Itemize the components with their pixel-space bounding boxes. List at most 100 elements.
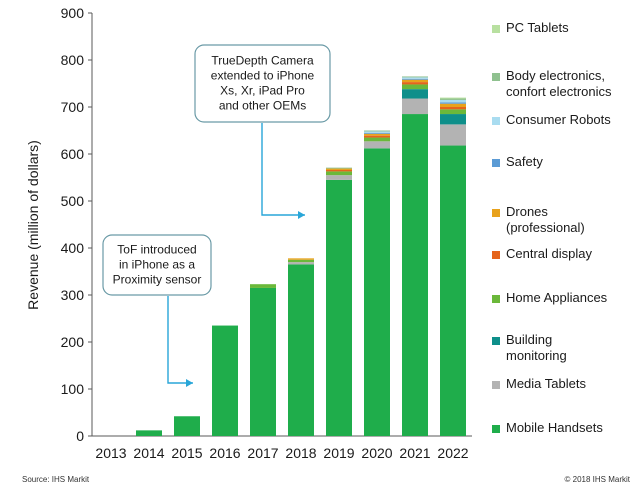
- legend-label: Drones (professional): [506, 204, 585, 235]
- legend-label: Mobile Handsets: [506, 420, 603, 435]
- legend-swatch: [492, 251, 500, 259]
- bar-segment-home-appliances-2020: [364, 137, 390, 142]
- x-tick-label: 2015: [171, 445, 202, 461]
- legend-item: Mobile Handsets: [492, 420, 603, 436]
- bar-segment-mobile-handsets-2019: [326, 179, 352, 436]
- source-note: Source: IHS Markit: [22, 475, 90, 484]
- legend-item: Drones (professional): [492, 204, 585, 236]
- x-tick-label: 2022: [437, 445, 468, 461]
- bar-segment-body-electronics-confort-electronics-2019: [326, 167, 352, 169]
- annotation-box: [102, 234, 212, 296]
- legend-item: PC Tablets: [492, 20, 569, 36]
- bar-segment-safety-2021: [402, 78, 428, 80]
- legend-swatch: [492, 209, 500, 217]
- y-axis-label: Revenue (million of dollars): [25, 140, 41, 310]
- legend-swatch: [492, 117, 500, 125]
- annotation-box: [194, 44, 331, 123]
- bar-segment-home-appliances-2019: [326, 171, 352, 176]
- y-tick-label: 0: [76, 428, 84, 444]
- bar-segment-drones-professional-2019: [326, 168, 352, 170]
- bar-segment-safety-2022: [440, 102, 466, 104]
- bar-segment-building-monitoring-2022: [440, 114, 466, 125]
- bar-segment-mobile-handsets-2015: [174, 416, 200, 436]
- x-tick-label: 2017: [247, 445, 278, 461]
- annotation-callout: TrueDepth Camera extended to iPhone Xs, Xr…: [194, 44, 331, 219]
- x-tick-label: 2019: [323, 445, 354, 461]
- bars: [136, 76, 466, 437]
- bar-segment-pc-tablets-2022: [440, 97, 466, 99]
- x-tick-label: 2021: [399, 445, 430, 461]
- bar-segment-body-electronics-confort-electronics-2021: [402, 76, 428, 78]
- annotations: TrueDepth Camera extended to iPhone Xs, Xr…: [102, 44, 331, 387]
- annotation-arrow-head: [298, 211, 305, 219]
- legend-item: Central display: [492, 246, 592, 262]
- bar-segment-building-monitoring-2021: [402, 89, 428, 99]
- y-tick-label: 300: [61, 287, 85, 303]
- legend-label: Media Tablets: [506, 376, 586, 391]
- legend-item: Media Tablets: [492, 376, 586, 392]
- y-tick-label: 100: [61, 381, 85, 397]
- y-tick-label: 600: [61, 146, 85, 162]
- annotation-callout: ToF introduced in iPhone as a Proximity se…: [102, 234, 212, 387]
- bar-segment-drones-professional-2022: [440, 103, 466, 107]
- legend-swatch: [492, 425, 500, 433]
- bar-segment-home-appliances-2018: [288, 259, 314, 263]
- bar-segment-mobile-handsets-2018: [288, 264, 314, 436]
- bar-segment-mobile-handsets-2020: [364, 148, 390, 437]
- bar-segment-consumer-robots-2020: [364, 131, 390, 133]
- bar-segment-safety-2020: [364, 132, 390, 134]
- bar-segment-media-tablets-2020: [364, 141, 390, 149]
- x-tick-label: 2016: [209, 445, 240, 461]
- copyright-note: © 2018 IHS Markit: [564, 475, 630, 484]
- y-tick-label: 900: [61, 5, 85, 21]
- legend-item: Safety: [492, 154, 543, 170]
- y-tick-label: 700: [61, 99, 85, 115]
- bar-segment-mobile-handsets-2017: [250, 287, 276, 436]
- bar-segment-home-appliances-2017: [250, 284, 276, 288]
- bar-segment-consumer-robots-2022: [440, 99, 466, 103]
- y-tick-label: 200: [61, 334, 85, 350]
- legend-label: Body electronics, confort electronics: [506, 68, 612, 99]
- bar-segment-central-display-2019: [326, 169, 352, 172]
- legend-swatch: [492, 381, 500, 389]
- y-tick-label: 800: [61, 52, 85, 68]
- bar-segment-mobile-handsets-2016: [212, 325, 238, 436]
- y-tick-label: 400: [61, 240, 85, 256]
- bar-segment-home-appliances-2022: [440, 109, 466, 115]
- bar-segment-body-electronics-confort-electronics-2022: [440, 98, 466, 100]
- annotation-arrow-line: [261, 123, 305, 216]
- bar-segment-drones-professional-2021: [402, 79, 428, 83]
- bar-segment-media-tablets-2018: [288, 262, 314, 265]
- legend-label: Home Appliances: [506, 290, 608, 305]
- bar-segment-home-appliances-2021: [402, 84, 428, 90]
- legend-label: Central display: [506, 246, 592, 261]
- bar-segment-media-tablets-2022: [440, 124, 466, 146]
- legend-item: Consumer Robots: [492, 112, 611, 128]
- x-tick-label: 2020: [361, 445, 392, 461]
- legend-item: Home Appliances: [492, 290, 607, 306]
- bar-segment-drones-professional-2018: [288, 258, 314, 260]
- legend-swatch: [492, 159, 500, 167]
- legend-item: Body electronics, confort electronics: [492, 68, 612, 100]
- bar-segment-media-tablets-2019: [326, 175, 352, 180]
- y-tick-label: 500: [61, 193, 85, 209]
- legend-swatch: [492, 25, 500, 33]
- legend-label: PC Tablets: [506, 20, 569, 35]
- legend-swatch: [492, 295, 500, 303]
- bar-segment-mobile-handsets-2022: [440, 145, 466, 437]
- bar-segment-consumer-robots-2021: [402, 77, 428, 79]
- bar-segment-media-tablets-2021: [402, 98, 428, 115]
- y-axis: 0 100 200 300 400 500 600 700 800 900: [61, 5, 93, 444]
- bar-segment-central-display-2020: [364, 135, 390, 138]
- bar-segment-central-display-2021: [402, 82, 428, 85]
- legend-swatch: [492, 73, 500, 81]
- bar-segment-mobile-handsets-2014: [136, 430, 162, 436]
- x-tick-label: 2013: [95, 445, 126, 461]
- bar-segment-drones-professional-2020: [364, 133, 390, 136]
- x-tick-label: 2018: [285, 445, 316, 461]
- annotation-text: ToF introduced in iPhone as a Proximity se…: [113, 243, 202, 287]
- legend-label: Safety: [506, 154, 543, 169]
- x-axis: 2013 2014 2015 2016 2017 2018 2019 2020 2021 2022: [92, 435, 472, 461]
- annotation-arrow-head: [186, 379, 193, 387]
